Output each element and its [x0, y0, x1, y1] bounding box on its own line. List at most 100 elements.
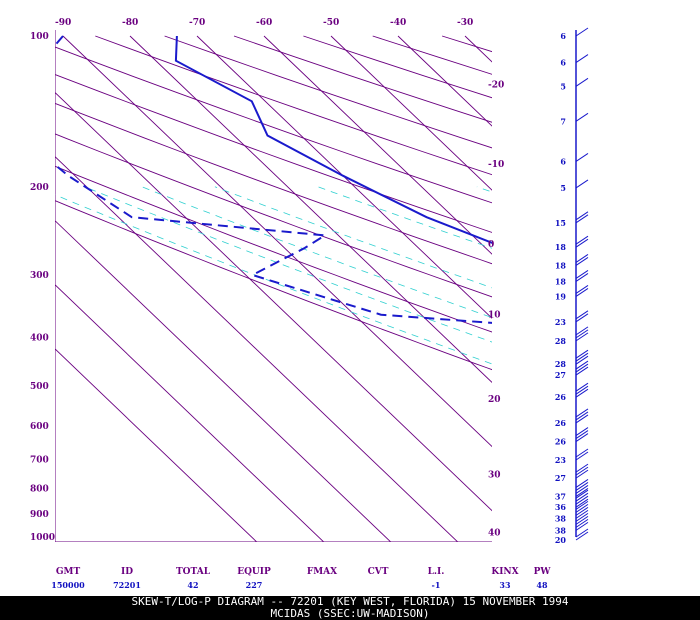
wind-barb — [575, 270, 589, 279]
isotherm-label: 10 — [488, 311, 501, 321]
wind-speed-label: 6 — [560, 31, 566, 41]
dry-adiabat-line — [55, 165, 492, 333]
wind-barb — [575, 492, 589, 502]
wind-barb — [575, 153, 589, 162]
wind-column: 6657651518181819232828272626262327373638… — [555, 27, 589, 545]
dry-adiabat-line — [581, 36, 700, 548]
moist-adiabat-line — [317, 186, 492, 249]
wind-barb — [575, 349, 589, 359]
dewpoint-trace — [55, 35, 492, 324]
wind-speed-label: 37 — [555, 491, 566, 501]
stat-value: 48 — [536, 580, 548, 590]
wind-speed-label: 27 — [555, 370, 566, 380]
temperature-tick-label: -90 — [55, 18, 71, 28]
wind-speed-label: 19 — [555, 291, 567, 301]
stat-header: KINX — [491, 567, 518, 577]
pressure-tick-label: 1000 — [30, 533, 55, 543]
isotherm-line — [55, 284, 325, 542]
pressure-tick-label: 100 — [30, 32, 49, 42]
isotherm-label: 20 — [488, 395, 501, 405]
wind-barb — [575, 515, 589, 525]
pressure-tick-label: 800 — [30, 484, 49, 494]
sounding-traces — [55, 35, 492, 324]
wind-speed-label: 18 — [555, 276, 567, 286]
wind-speed-label: 18 — [555, 242, 567, 252]
chart-subtitle: MCIDAS (SSEC:UW-MADISON) — [270, 607, 430, 620]
wind-barb — [575, 518, 589, 528]
isotherm-line — [330, 35, 492, 191]
temperature-trace — [174, 35, 492, 244]
wind-barb — [575, 77, 589, 87]
dry-adiabat-line — [372, 35, 492, 75]
isotherm-line — [599, 36, 700, 548]
stat-value: 42 — [187, 580, 198, 590]
moist-adiabat-line — [141, 186, 492, 318]
dry-adiabat-line — [303, 35, 492, 99]
dry-adiabat-line — [650, 36, 700, 548]
wind-barb — [575, 313, 589, 323]
isotherm-line — [55, 348, 258, 542]
dry-adiabat-line — [55, 74, 492, 233]
moist-adiabat-line — [214, 186, 492, 289]
wind-speed-label: 23 — [555, 317, 567, 327]
moist-adiabat-line — [690, 187, 700, 548]
wind-barb — [575, 285, 589, 294]
isotherm-label: 30 — [488, 470, 501, 480]
wind-speed-label: 6 — [560, 58, 566, 68]
dry-adiabat-line — [164, 35, 492, 149]
wind-barb — [575, 430, 589, 440]
wind-barb — [575, 521, 589, 531]
stat-value: -1 — [432, 580, 441, 590]
wind-barb — [575, 238, 589, 248]
stat-value: 33 — [499, 580, 511, 590]
wind-barb — [575, 479, 589, 488]
wind-barb — [575, 214, 589, 224]
wind-speed-label: 38 — [555, 513, 567, 523]
dry-adiabat-line — [441, 35, 492, 53]
wind-barb — [575, 355, 589, 365]
dry-adiabat-line — [55, 200, 492, 371]
wind-barb — [575, 482, 589, 491]
dry-adiabat-line — [55, 133, 492, 298]
wind-barb — [575, 414, 589, 424]
wind-barb — [575, 253, 589, 263]
wind-barb — [575, 427, 589, 437]
wind-barb — [575, 27, 589, 37]
isotherm-line — [397, 35, 492, 127]
wind-speed-label: 26 — [555, 418, 567, 428]
isotherm-line — [196, 35, 492, 319]
stat-header: GMT — [56, 567, 81, 577]
wind-barb — [575, 411, 589, 421]
pressure-tick-label: 900 — [30, 510, 49, 520]
wind-barb — [575, 179, 589, 189]
pressure-tick-label: 600 — [30, 422, 49, 432]
wind-speed-label: 5 — [560, 81, 566, 91]
wind-barb — [575, 495, 589, 505]
wind-barb — [575, 506, 589, 516]
isotherm-label: 0 — [488, 240, 494, 250]
pressure-tick-label: 400 — [30, 334, 49, 344]
wind-speed-label: 18 — [555, 260, 567, 270]
wind-barb — [575, 256, 589, 266]
wind-speed-label: 27 — [555, 473, 566, 483]
wind-barb — [575, 488, 589, 497]
wind-barb — [575, 469, 589, 479]
wind-speed-label: 26 — [555, 437, 567, 447]
temperature-tick-label: -40 — [390, 18, 406, 28]
wind-barb — [575, 408, 589, 418]
wind-barb — [575, 54, 589, 64]
wind-barb — [575, 433, 589, 443]
wind-barb — [575, 385, 589, 395]
wind-barb — [575, 451, 589, 461]
stat-header: ID — [121, 567, 133, 577]
isotherm-line — [55, 220, 392, 542]
wind-barb — [575, 310, 589, 320]
diagram-grid — [55, 30, 700, 548]
moist-adiabat-line — [476, 186, 492, 193]
dry-adiabat-line — [511, 36, 700, 548]
stat-header: CVT — [368, 567, 389, 577]
wind-barb — [575, 388, 589, 398]
pressure-tick-label: 500 — [30, 382, 49, 392]
wind-speed-label: 20 — [555, 535, 567, 545]
